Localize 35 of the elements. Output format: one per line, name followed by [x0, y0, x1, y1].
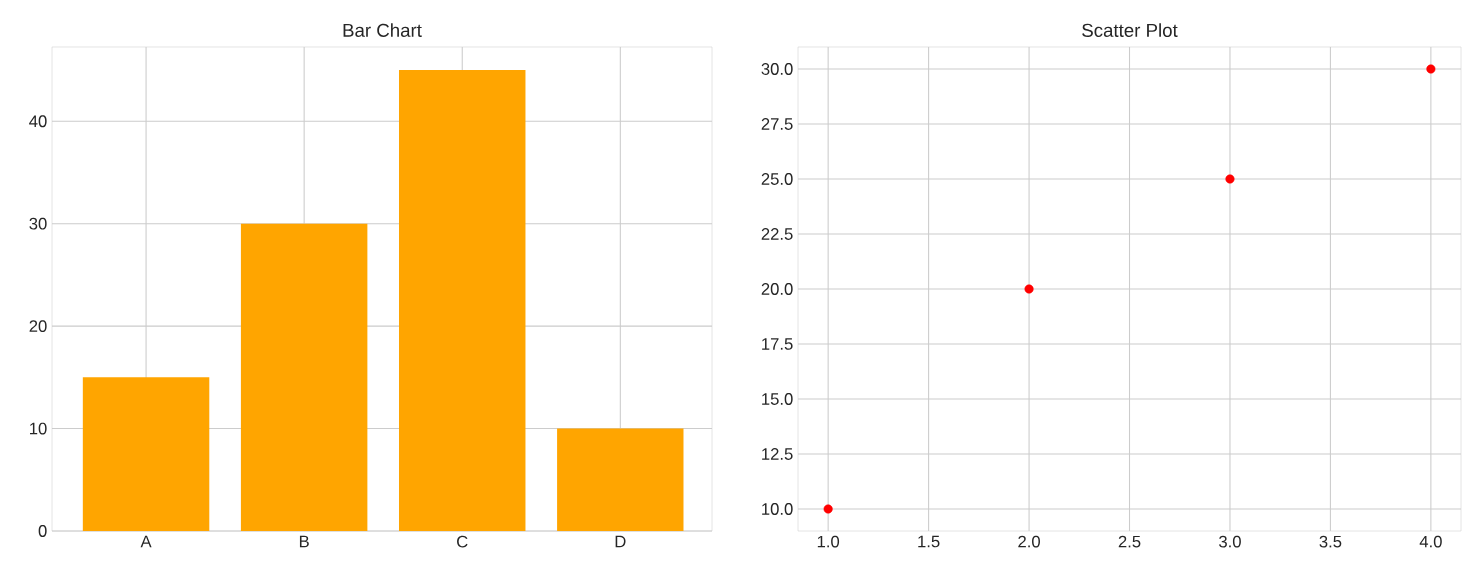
point	[823, 504, 833, 514]
chart-title: Bar Chart	[343, 23, 422, 37]
y-tick-label: 30	[29, 217, 47, 230]
point	[1225, 174, 1235, 184]
x-tick-label: 3.0	[1219, 535, 1241, 548]
point	[1426, 64, 1436, 74]
x-tick-label: B	[299, 535, 309, 548]
y-tick-label: 27.5	[761, 118, 793, 130]
y-tick-label: 10.0	[762, 503, 793, 515]
y-tick-label: 20.0	[761, 283, 793, 295]
y-tick-label: 15.0	[762, 393, 793, 405]
bar	[240, 223, 368, 531]
chart-title: Scatter Plot	[1082, 23, 1178, 37]
y-tick-label: 40	[29, 115, 47, 128]
x-tick-label: 1.0	[817, 535, 840, 548]
x-tick-label: 3.5	[1319, 535, 1342, 548]
y-tick-label: 0	[38, 525, 47, 537]
x-tick-label: 2.5	[1118, 535, 1141, 548]
bar	[399, 70, 526, 531]
y-tick-label: 12.5	[762, 448, 793, 460]
y-tick-label: 25.0	[761, 173, 793, 185]
y-tick-label: 17.5	[762, 338, 793, 350]
x-tick-label: C	[457, 535, 468, 548]
y-tick-label: 20	[29, 320, 47, 333]
x-tick-label: 4.0	[1419, 535, 1442, 548]
y-tick-label: 10	[30, 422, 47, 435]
bar	[82, 377, 210, 531]
x-tick-label: A	[140, 535, 152, 548]
x-tick-label: D	[615, 535, 626, 548]
point	[1024, 284, 1034, 294]
y-tick-label: 30.0	[761, 63, 793, 75]
x-tick-label: 2.0	[1018, 535, 1040, 548]
x-tick-label: 1.5	[918, 535, 940, 548]
y-tick-label: 22.5	[761, 228, 793, 240]
bar	[557, 428, 684, 531]
